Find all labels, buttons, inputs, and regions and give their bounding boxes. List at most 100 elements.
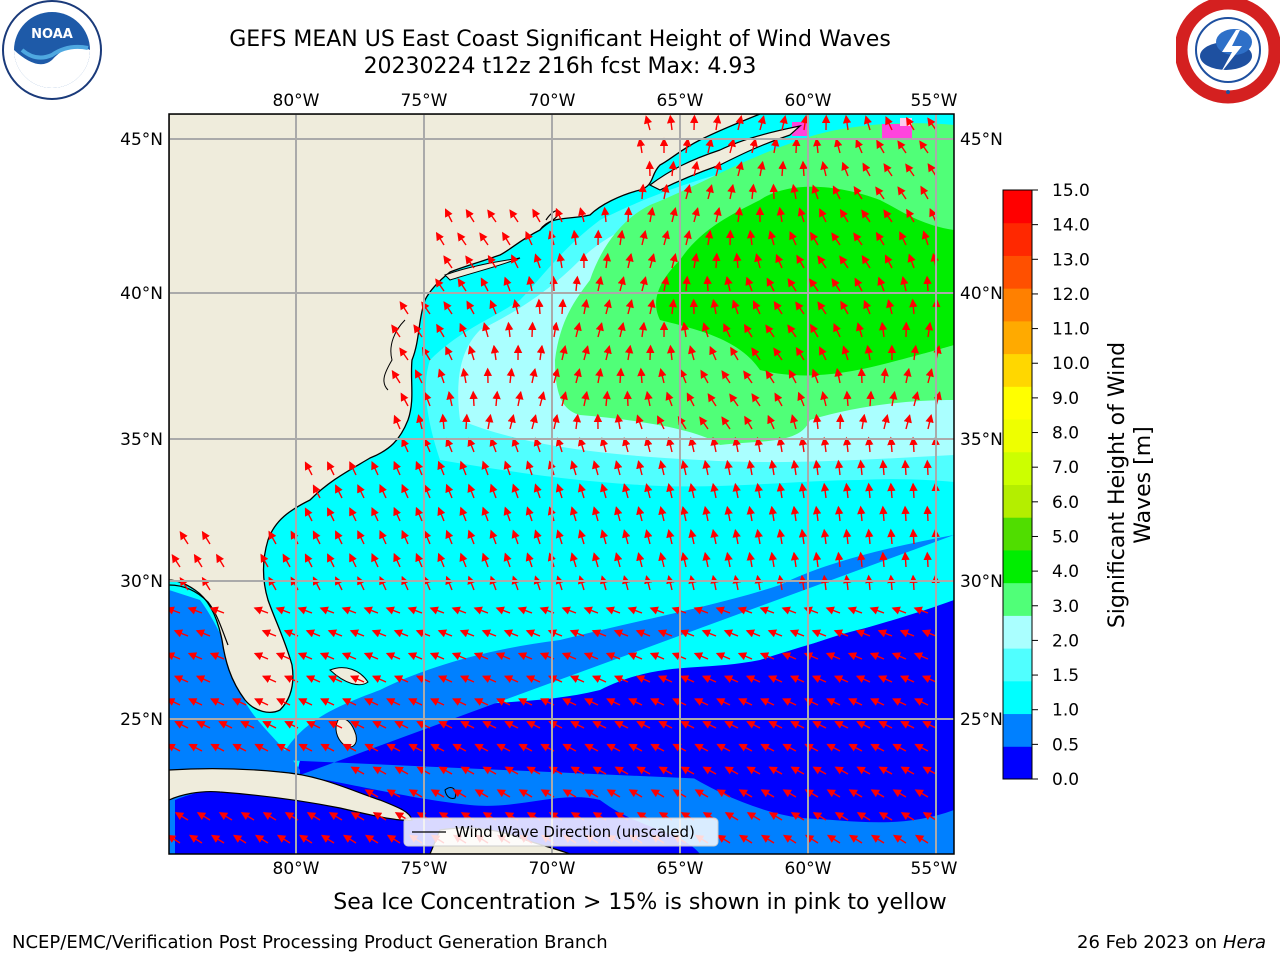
wind-arrow: [636, 460, 645, 476]
wind-arrow: [735, 161, 744, 177]
wind-arrow: [487, 209, 497, 223]
wind-arrow: [757, 160, 766, 177]
wind-arrow: [688, 436, 697, 453]
wind-arrow: [473, 606, 489, 615]
wind-arrow: [260, 553, 269, 568]
wind-arrow: [723, 675, 739, 683]
wind-arrow: [357, 576, 365, 591]
wind-arrow: [561, 652, 577, 661]
wind-arrow: [724, 721, 739, 729]
wind-arrow: [782, 698, 797, 706]
wind-arrow: [507, 414, 516, 430]
wind-arrow: [304, 553, 313, 568]
wind-arrow: [606, 789, 621, 798]
wind-arrow: [349, 675, 365, 683]
wind-arrow: [833, 323, 841, 338]
wind-arrow: [457, 232, 467, 246]
wind-arrow: [710, 574, 719, 591]
wind-arrow: [327, 629, 343, 638]
wind-arrow: [716, 834, 731, 844]
wind-arrow: [914, 789, 929, 798]
wind-arrow: [723, 323, 731, 338]
wind-arrow: [430, 743, 445, 752]
wind-arrow: [812, 459, 822, 476]
lat-label: 45°N: [960, 130, 1003, 150]
wind-arrow: [921, 230, 930, 246]
wind-arrow: [312, 576, 321, 591]
wind-arrow: [636, 506, 645, 522]
wind-arrow: [790, 551, 800, 568]
wind-arrow: [201, 530, 211, 545]
wind-arrow: [635, 675, 651, 683]
wind-arrow: [196, 812, 211, 821]
wind-arrow: [518, 698, 533, 706]
wind-arrow: [504, 766, 519, 775]
wind-arrow: [171, 554, 181, 568]
wind-arrow: [661, 183, 670, 200]
wind-arrow: [614, 766, 629, 775]
wind-arrow: [920, 185, 929, 200]
colorbar-tick-label: 1.5: [1052, 666, 1079, 686]
wind-arrow: [727, 183, 736, 200]
colorbar-swatch: [1003, 386, 1032, 420]
wind-arrow: [795, 346, 805, 361]
colorbar-swatch: [1003, 320, 1032, 355]
wind-arrow: [748, 183, 757, 200]
wind-arrow: [489, 483, 498, 499]
lon-label: 60°W: [785, 859, 832, 879]
wind-arrow: [746, 459, 755, 476]
wind-arrow: [635, 414, 644, 430]
wind-arrow: [261, 675, 277, 683]
wind-arrow: [616, 229, 626, 246]
wind-arrow: [909, 482, 918, 499]
wind-arrow: [724, 505, 733, 522]
wind-arrow: [923, 551, 932, 568]
colorbar-swatch: [1003, 484, 1032, 518]
wind-arrow: [686, 392, 695, 407]
wind-arrow: [617, 321, 626, 338]
wind-arrow: [843, 436, 852, 453]
wind-arrow: [901, 551, 910, 568]
wind-arrow: [254, 743, 269, 752]
wind-arrow: [637, 367, 646, 384]
wind-arrow: [892, 698, 907, 706]
wind-arrow: [855, 629, 871, 638]
wind-arrow: [624, 206, 633, 223]
wind-arrow: [679, 675, 695, 683]
wind-arrow: [765, 324, 775, 338]
colorbar-frame: [1002, 189, 1033, 780]
wind-arrow: [922, 721, 937, 729]
wind-arrow: [391, 369, 401, 384]
wind-arrow: [429, 606, 445, 615]
wind-arrow: [826, 789, 841, 798]
lon-labels-bottom: 80°W 75°W 70°W 65°W 60°W 55°W: [273, 859, 958, 879]
wind-arrow: [732, 482, 741, 499]
wind-arrow: [253, 652, 269, 661]
wind-arrow: [887, 436, 896, 453]
wind-arrow: [668, 298, 677, 315]
wind-arrow: [572, 413, 582, 430]
colorbar-swatch: [1003, 680, 1032, 715]
wind-arrow: [482, 721, 497, 729]
wind-arrow: [393, 414, 402, 430]
wind-arrow: [776, 482, 786, 499]
wind-arrow: [730, 346, 739, 361]
wind-arrow: [649, 606, 665, 615]
wind-arrow: [349, 553, 357, 568]
wind-arrow: [625, 252, 634, 269]
wind-arrow: [429, 652, 445, 661]
colorbar-tick-label: 0.5: [1052, 735, 1079, 755]
wind-arrow: [444, 208, 453, 223]
wind-arrow: [328, 721, 343, 729]
lon-label: 65°W: [657, 91, 704, 111]
wind-arrow: [518, 743, 533, 752]
colorbar-label-line1: Significant Height of Wind: [1105, 342, 1130, 628]
wind-arrow: [298, 743, 313, 752]
wind-arrow: [680, 459, 689, 476]
wind-arrow: [188, 743, 203, 752]
wind-arrow: [914, 698, 929, 706]
wind-arrow: [900, 275, 909, 292]
lon-label: 65°W: [657, 859, 704, 879]
wind-arrow: [848, 698, 863, 706]
wind-arrow: [282, 553, 291, 568]
